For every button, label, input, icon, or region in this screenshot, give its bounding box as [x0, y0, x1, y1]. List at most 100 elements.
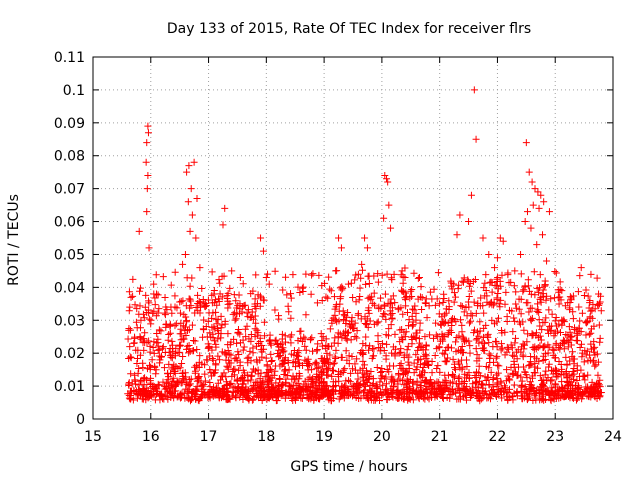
data-point: [176, 341, 184, 349]
data-point: [551, 354, 559, 362]
data-point: [573, 385, 581, 393]
data-point: [140, 346, 148, 354]
data-point: [584, 292, 592, 300]
data-point: [484, 374, 492, 382]
data-point: [209, 334, 217, 342]
data-point: [318, 337, 326, 345]
data-point: [387, 321, 395, 329]
data-point: [591, 343, 599, 351]
data-point: [387, 224, 395, 232]
data-point: [347, 279, 355, 287]
data-point: [176, 348, 184, 356]
data-point: [423, 360, 431, 368]
data-point: [461, 370, 469, 378]
data-point: [130, 386, 138, 394]
data-point: [414, 393, 422, 401]
data-point: [212, 315, 220, 323]
data-point: [226, 359, 234, 367]
data-point: [169, 374, 177, 382]
data-point: [445, 303, 453, 311]
data-point: [445, 297, 453, 305]
data-point: [459, 333, 467, 341]
data-point: [517, 382, 525, 390]
data-point: [564, 332, 572, 340]
data-point: [329, 360, 337, 368]
data-point: [566, 304, 574, 312]
data-point: [449, 388, 457, 396]
data-point: [257, 346, 265, 354]
data-point: [320, 384, 328, 392]
data-point: [395, 304, 403, 312]
data-point: [374, 270, 382, 278]
y-tick-label: 0.01: [54, 379, 85, 395]
data-point: [379, 390, 387, 398]
data-point: [324, 356, 332, 364]
data-point: [542, 314, 550, 322]
data-point: [467, 310, 475, 318]
data-point: [582, 351, 590, 359]
data-point: [275, 346, 283, 354]
data-point: [523, 208, 531, 216]
data-point: [465, 218, 473, 226]
data-point: [141, 303, 149, 311]
data-point: [182, 313, 190, 321]
data-point: [445, 329, 453, 337]
data-point: [365, 372, 373, 380]
data-point: [556, 345, 564, 353]
data-point: [470, 86, 478, 94]
data-point: [471, 379, 479, 387]
data-point: [521, 282, 529, 290]
data-point: [214, 352, 222, 360]
data-point: [460, 308, 468, 316]
data-point: [227, 351, 235, 359]
data-point: [458, 365, 466, 373]
data-point: [309, 270, 317, 278]
data-point: [474, 393, 482, 401]
data-point: [143, 185, 151, 193]
data-point: [453, 231, 461, 239]
data-point: [416, 371, 424, 379]
data-point: [363, 315, 371, 323]
data-point: [503, 366, 511, 374]
data-point: [136, 302, 144, 310]
data-point: [362, 391, 370, 399]
data-point: [196, 302, 204, 310]
data-point: [247, 331, 255, 339]
data-point: [304, 390, 312, 398]
data-point: [371, 301, 379, 309]
x-tick-label: 16: [142, 429, 160, 445]
data-point: [230, 291, 238, 299]
data-point: [199, 382, 207, 390]
data-point: [331, 305, 339, 313]
data-point: [380, 214, 388, 222]
data-point: [189, 347, 197, 355]
data-point: [309, 347, 317, 355]
data-point: [533, 307, 541, 315]
data-point: [422, 377, 430, 385]
data-point: [373, 385, 381, 393]
data-point: [194, 291, 202, 299]
data-point: [483, 298, 491, 306]
data-point: [190, 158, 198, 166]
data-point: [201, 390, 209, 398]
data-point: [551, 294, 559, 302]
data-point: [438, 330, 446, 338]
data-point: [483, 332, 491, 340]
data-point: [465, 319, 473, 327]
data-point: [379, 381, 387, 389]
data-point: [536, 332, 544, 340]
data-point: [462, 396, 470, 404]
data-point: [298, 338, 306, 346]
data-point: [345, 352, 353, 360]
data-point: [557, 296, 565, 304]
data-point: [426, 380, 434, 388]
tick-labels: 15 16 17 18 19 20 21 22 23 24 0 0.01 0.02 0.03 0.04 0.0…: [54, 50, 622, 445]
data-point: [482, 286, 490, 294]
data-point: [485, 350, 493, 358]
data-point: [194, 376, 202, 384]
data-point: [263, 378, 271, 386]
data-point: [332, 346, 340, 354]
data-point: [361, 234, 369, 242]
data-point: [484, 330, 492, 338]
data-point: [461, 386, 469, 394]
